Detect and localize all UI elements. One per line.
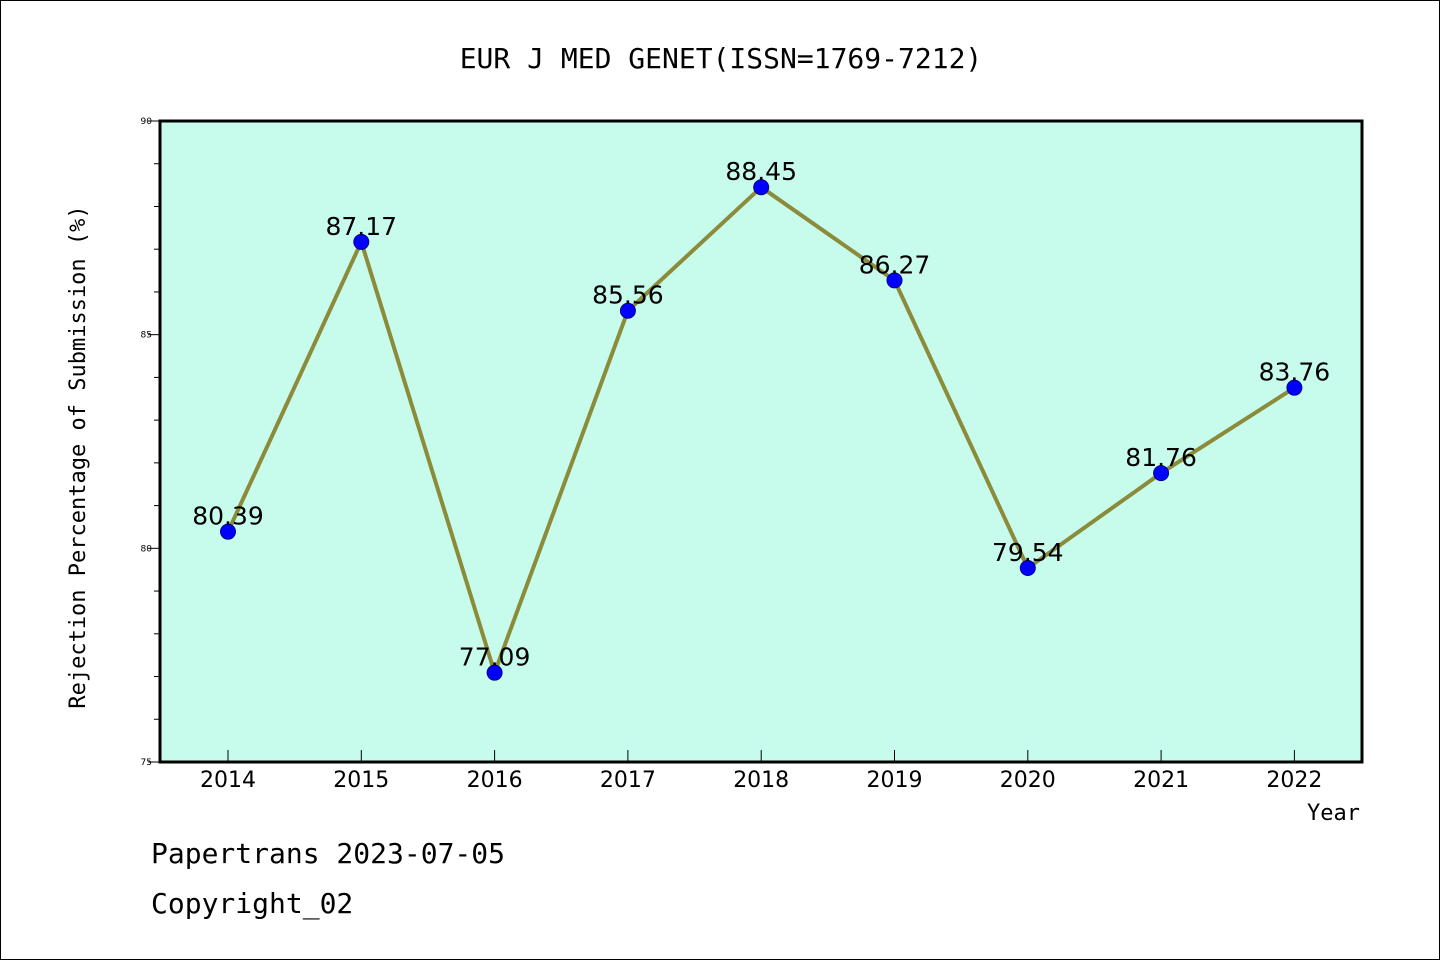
y-tick-label: 90: [141, 117, 153, 127]
x-tick-label: 2022: [1266, 768, 1322, 793]
data-label: 79.54: [992, 538, 1064, 567]
data-label: 77.09: [459, 643, 531, 672]
y-axis-ticks: 75 80 85 90: [141, 117, 160, 768]
x-tick-label: 2020: [1000, 768, 1056, 793]
x-tick-label: 2021: [1133, 768, 1189, 793]
data-label: 88.45: [725, 157, 797, 186]
data-point: [220, 523, 236, 540]
footer-date: Papertrans 2023-07-05: [151, 837, 506, 870]
data-label: 87.17: [326, 212, 398, 241]
x-tick-label: 2016: [467, 768, 523, 793]
x-tick-label: 2018: [733, 768, 789, 793]
data-point: [753, 179, 770, 196]
y-tick-label: 80: [141, 544, 153, 554]
data-label: 80.39: [192, 502, 264, 531]
data-point: [353, 233, 370, 250]
y-tick-label: 85: [141, 331, 152, 341]
y-axis-label: Rejection Percentage of Submission (%): [66, 205, 91, 708]
data-point: [1286, 379, 1303, 396]
footer-copyright: Copyright_02: [151, 887, 354, 920]
x-axis-label: Year: [1307, 801, 1360, 826]
data-label: 81.76: [1125, 443, 1197, 472]
x-tick-label: 2017: [600, 768, 656, 793]
data-point: [1153, 465, 1170, 482]
data-point: [1019, 559, 1036, 576]
plot-border: [158, 119, 1364, 764]
x-axis-ticks: 2014 2015 2016 2017 2018 2019 2020 2021 2022: [200, 750, 1322, 793]
data-point: [886, 272, 903, 289]
x-tick-label: 2014: [200, 768, 256, 793]
x-tick-label: 2019: [867, 768, 923, 793]
plot-area: [160, 121, 1362, 762]
data-point: [619, 302, 636, 319]
data-label: 86.27: [859, 250, 931, 279]
chart-title: EUR J MED GENET(ISSN=1769-7212): [460, 42, 983, 75]
y-tick-label: 75: [141, 758, 152, 768]
data-label: 83.76: [1259, 358, 1331, 387]
data-label: 85.56: [592, 281, 664, 310]
data-point: [486, 664, 503, 681]
data-labels: 80.39 87.17 77.09 85.56 88.45 86.27 79.54 81.76…: [192, 157, 1330, 671]
x-tick-label: 2015: [333, 768, 389, 793]
series-markers: [220, 179, 1303, 681]
